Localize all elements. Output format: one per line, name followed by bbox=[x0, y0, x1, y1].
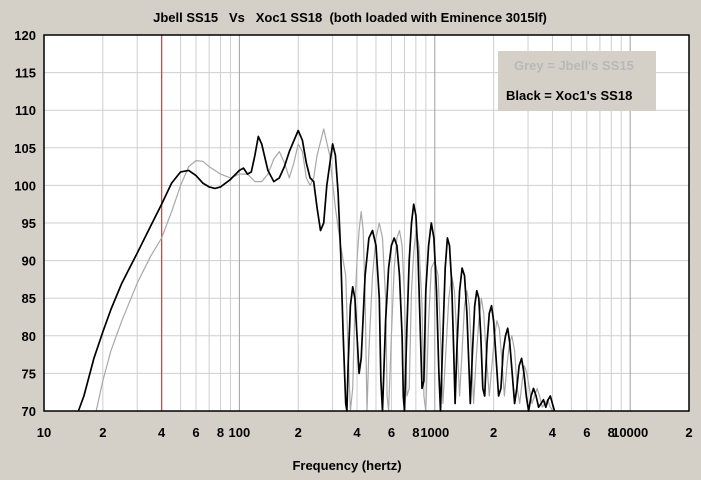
x-tick-label: 2 bbox=[490, 425, 497, 440]
y-tick-label: 100 bbox=[14, 178, 36, 193]
x-tick-label: 4 bbox=[158, 425, 166, 440]
legend: Grey = Jbell's SS15 Black = Xoc1's SS18 bbox=[498, 51, 656, 111]
y-tick-label: 70 bbox=[22, 404, 36, 419]
y-tick-label: 120 bbox=[14, 28, 36, 43]
x-tick-label: 4 bbox=[353, 425, 361, 440]
x-tick-label: 1000 bbox=[420, 425, 449, 440]
x-tick-label: 100 bbox=[229, 425, 251, 440]
x-tick-label: 2 bbox=[295, 425, 302, 440]
chart-title: Jbell SS15 Vs Xoc1 SS18 (both loaded wit… bbox=[153, 10, 547, 25]
legend-entry-grey: Grey = Jbell's SS15 bbox=[514, 58, 634, 73]
series-line-black bbox=[77, 129, 556, 412]
x-axis-label: Frequency (hertz) bbox=[292, 458, 401, 473]
y-axis-ticks: 120 115 110 105 100 95 90 85 80 75 70 bbox=[14, 28, 36, 419]
x-tick-label: 6 bbox=[192, 425, 199, 440]
y-tick-label: 80 bbox=[22, 329, 36, 344]
x-tick-label: 8 bbox=[217, 425, 224, 440]
x-tick-label: 4 bbox=[549, 425, 557, 440]
x-tick-label: 10 bbox=[37, 425, 51, 440]
series-lines bbox=[77, 128, 556, 412]
y-tick-label: 105 bbox=[14, 141, 36, 156]
x-tick-label: 6 bbox=[583, 425, 590, 440]
y-tick-label: 110 bbox=[15, 103, 36, 118]
x-tick-label: 10000 bbox=[612, 425, 648, 440]
y-tick-label: 75 bbox=[22, 366, 36, 381]
legend-box bbox=[498, 51, 656, 111]
y-tick-label: 90 bbox=[22, 254, 36, 269]
y-tick-label: 95 bbox=[22, 216, 36, 231]
legend-entry-black: Black = Xoc1's SS18 bbox=[506, 88, 632, 103]
plot-border bbox=[43, 34, 690, 412]
x-tick-label: 8 bbox=[412, 425, 419, 440]
x-tick-label: 2 bbox=[685, 425, 692, 440]
series-line-grey bbox=[95, 128, 554, 412]
x-tick-label: 6 bbox=[388, 425, 395, 440]
x-tick-label: 8 bbox=[608, 425, 615, 440]
y-tick-label: 85 bbox=[22, 291, 36, 306]
x-tick-label: 2 bbox=[99, 425, 106, 440]
y-tick-label: 115 bbox=[15, 66, 36, 81]
